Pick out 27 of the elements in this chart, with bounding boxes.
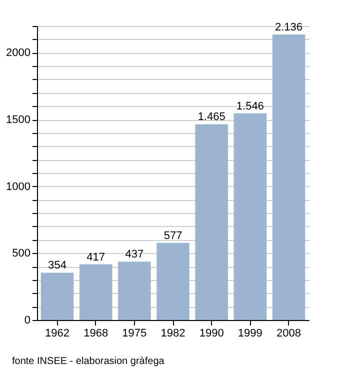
y-tick-label: 1500	[6, 114, 30, 126]
x-tick-label: 2008	[276, 328, 301, 340]
x-tick-label: 1999	[238, 328, 262, 340]
bar	[156, 242, 190, 320]
x-tick-label: 1975	[122, 328, 147, 340]
y-tick-label: 1000	[6, 180, 30, 193]
bar	[234, 113, 267, 320]
x-tick-label: 1990	[199, 328, 224, 340]
source-note: fonte INSEE - elaborasion gràfega	[12, 356, 165, 367]
x-tick-label: 1962	[45, 328, 70, 340]
data-label: 1.546	[236, 100, 264, 112]
data-label: 354	[48, 260, 66, 272]
y-tick-label: 500	[12, 248, 30, 260]
data-label: 2.136	[274, 22, 303, 34]
x-tick-label: 1968	[84, 328, 108, 340]
data-label: 577	[164, 230, 182, 242]
x-tick-label: 1982	[160, 328, 186, 340]
bar	[272, 34, 306, 320]
y-tick-label: 2000	[6, 47, 30, 60]
data-label: 417	[86, 251, 106, 264]
bar	[79, 264, 112, 320]
data-label: 437	[125, 248, 144, 261]
data-label: 1.465	[198, 111, 226, 124]
bar	[195, 124, 228, 320]
bar	[40, 272, 74, 320]
y-tick-label: 0	[24, 314, 30, 326]
bar	[118, 262, 151, 320]
